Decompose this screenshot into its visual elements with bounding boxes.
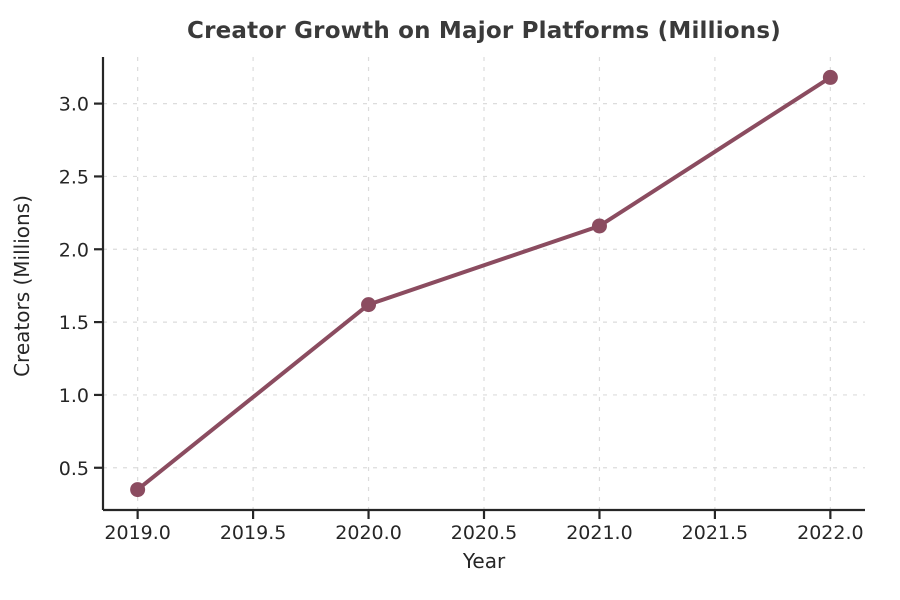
data-point-marker <box>361 297 377 313</box>
data-point-marker <box>130 482 146 498</box>
data-point-marker <box>591 218 607 234</box>
x-tick-label: 2020.5 <box>451 522 517 544</box>
series-line <box>135 75 833 492</box>
x-tick-label: 2019.5 <box>220 522 286 544</box>
y-tick-label: 0.5 <box>59 458 89 480</box>
x-tick-label: 2021.5 <box>682 522 748 544</box>
y-tick-label: 1.0 <box>59 385 89 407</box>
y-tick-label: 3.0 <box>59 94 89 116</box>
data-point-marker <box>822 69 838 85</box>
y-tick-label: 1.5 <box>59 312 89 334</box>
x-tick-label: 2020.0 <box>335 522 401 544</box>
y-tick-label: 2.5 <box>59 166 89 188</box>
x-tick-label: 2019.0 <box>104 522 170 544</box>
chart-title: Creator Growth on Major Platforms (Milli… <box>187 18 781 44</box>
x-tick-label: 2022.0 <box>797 522 863 544</box>
x-tick-label: 2021.0 <box>566 522 632 544</box>
x-axis-label: Year <box>462 549 506 573</box>
y-tick-label: 2.0 <box>59 239 89 261</box>
y-axis-label: Creators (Millions) <box>10 195 34 377</box>
